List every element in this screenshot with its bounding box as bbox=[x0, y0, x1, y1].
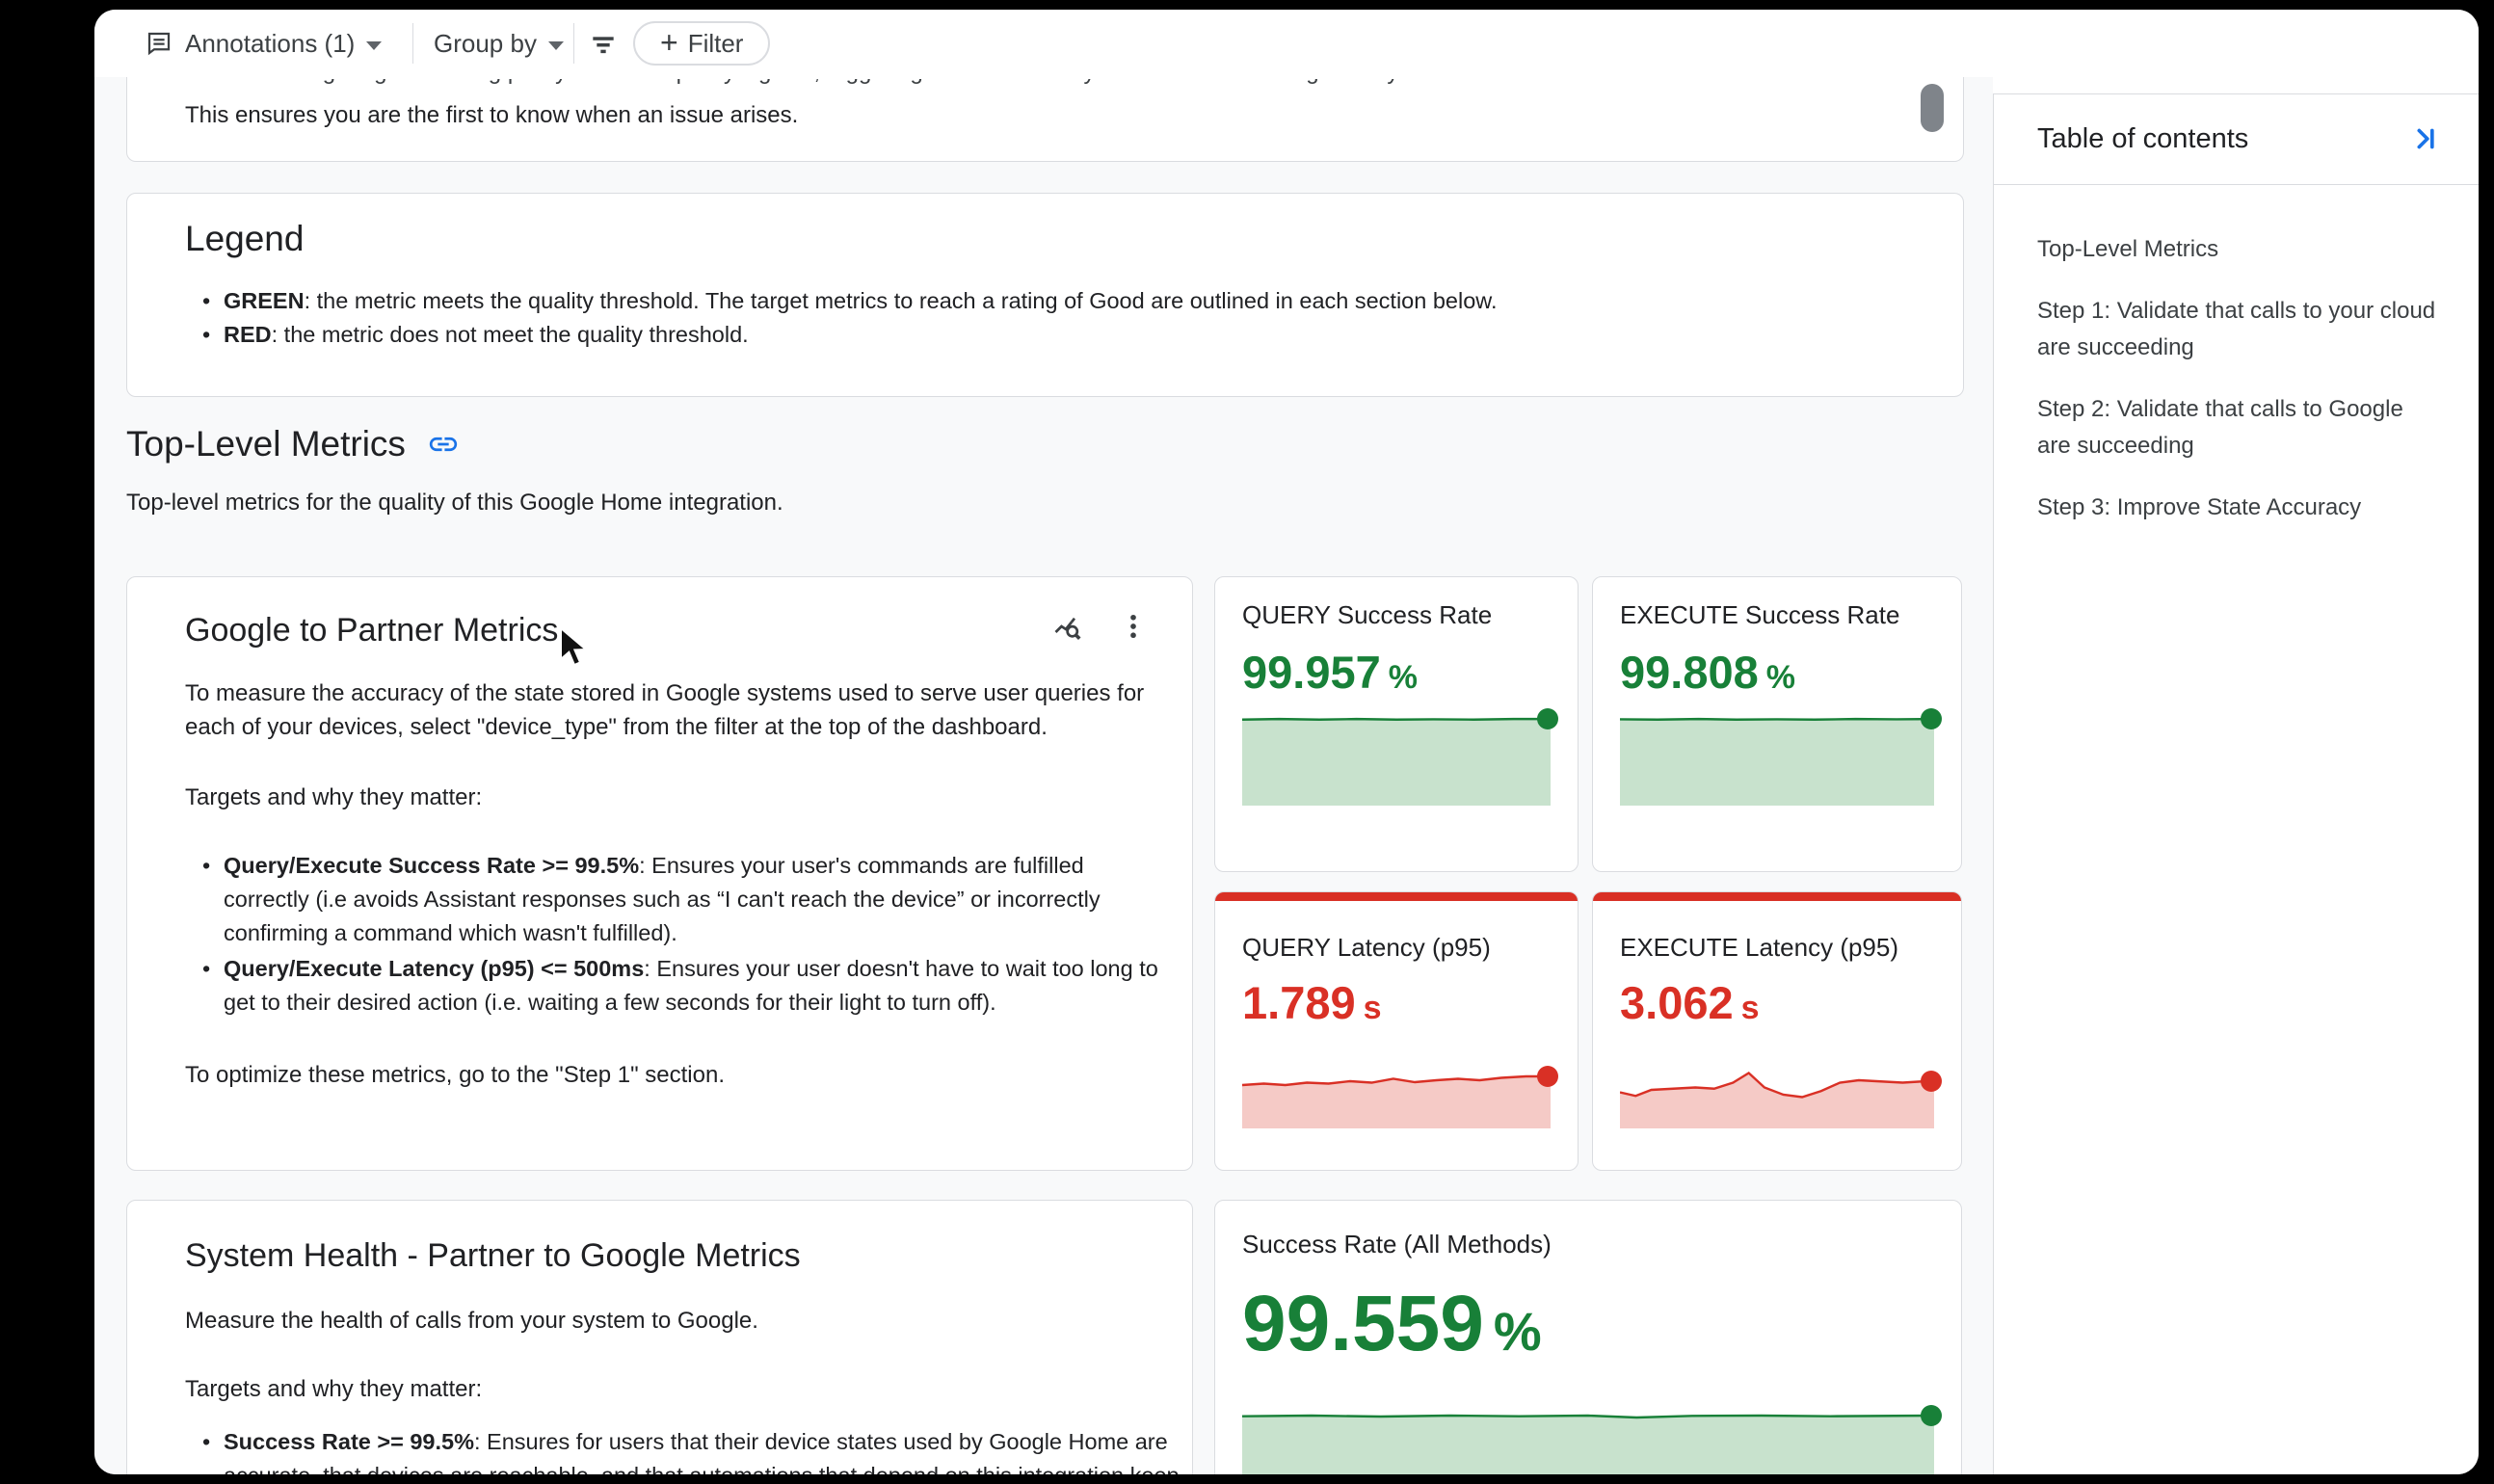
annotation-icon bbox=[145, 29, 173, 58]
sparkline-chart bbox=[1620, 1056, 1942, 1128]
toc-item-step-1[interactable]: Step 1: Validate that calls to your clou… bbox=[2037, 298, 2436, 360]
metric-label: EXECUTE Success Rate bbox=[1620, 600, 1900, 629]
table-of-contents-panel: Table of contents Top-Level Metrics Step… bbox=[1993, 93, 2479, 1474]
toc-title: Table of contents bbox=[2037, 123, 2249, 154]
card-title: System Health - Partner to Google Metric… bbox=[185, 1237, 801, 1274]
card-footer-note: To optimize these metrics, go to the "St… bbox=[185, 1062, 725, 1088]
card-scrollbar-thumb[interactable] bbox=[1921, 84, 1944, 132]
link-icon[interactable] bbox=[427, 428, 460, 461]
section-subtitle: Top-level metrics for the quality of thi… bbox=[126, 490, 783, 516]
legend-title: Legend bbox=[185, 219, 305, 258]
execute-success-rate-card: EXECUTE Success Rate 99.808% bbox=[1592, 576, 1962, 872]
toc-header: Table of contents bbox=[1994, 94, 2479, 185]
toc-item-step-3[interactable]: Step 3: Improve State Accuracy bbox=[2037, 494, 2362, 520]
collapse-panel-icon[interactable] bbox=[2405, 119, 2444, 158]
clipped-text-line: accurate, that devices are reachable, an… bbox=[224, 1459, 1181, 1474]
targets-label: Targets and why they matter: bbox=[185, 784, 483, 810]
chevron-down-icon bbox=[366, 40, 383, 50]
metric-value: 99.559% bbox=[1242, 1280, 1542, 1367]
metric-value: 99.808% bbox=[1620, 647, 1795, 698]
metric-value: 99.957% bbox=[1242, 647, 1418, 698]
sparkline-chart bbox=[1620, 708, 1942, 806]
plus-icon: + bbox=[660, 24, 678, 60]
metric-label: Success Rate (All Methods) bbox=[1242, 1230, 1552, 1259]
toolbar-divider bbox=[573, 23, 574, 64]
toc-item-step-2[interactable]: Step 2: Validate that calls to Google ar… bbox=[2037, 396, 2403, 459]
targets-label: Targets and why they matter: bbox=[185, 1376, 483, 1402]
filter-list-button[interactable] bbox=[588, 10, 619, 77]
metric-label: QUERY Latency (p95) bbox=[1242, 933, 1491, 962]
card-description: Measure the health of calls from your sy… bbox=[185, 1308, 758, 1334]
legend-card: Legend GREEN: the metric meets the quali… bbox=[126, 193, 1964, 397]
success-rate-all-methods-card: Success Rate (All Methods) 99.559% bbox=[1214, 1200, 1962, 1474]
threshold-breach-strip bbox=[1593, 892, 1961, 901]
legend-item-green: GREEN: the metric meets the quality thre… bbox=[199, 284, 1905, 318]
query-latency-card: QUERY Latency (p95) 1.789 s bbox=[1214, 891, 1579, 1171]
execute-latency-card: EXECUTE Latency (p95) 3.062 s bbox=[1592, 891, 1962, 1171]
target-bullet: Query/Execute Success Rate >= 99.5%: Ens… bbox=[199, 849, 1162, 950]
target-bullet: Success Rate >= 99.5%: Ensures for users… bbox=[199, 1425, 1181, 1474]
clipped-text-line: configuring an alerting policy on these … bbox=[274, 79, 1905, 98]
chevron-down-icon bbox=[547, 40, 564, 50]
annotations-button[interactable]: Annotations (1) bbox=[145, 10, 383, 77]
explore-chart-icon[interactable] bbox=[1051, 612, 1086, 647]
toc-item-top-level-metrics[interactable]: Top-Level Metrics bbox=[2037, 236, 2219, 262]
toolbar-divider bbox=[412, 23, 413, 64]
card-description: To measure the accuracy of the state sto… bbox=[185, 680, 1145, 740]
dashboard-scroll-area[interactable]: configuring an alerting policy on these … bbox=[94, 66, 1993, 1474]
add-filter-button[interactable]: + Filter bbox=[633, 21, 771, 66]
kebab-menu-icon[interactable] bbox=[1117, 610, 1150, 643]
card-title: Google to Partner Metrics bbox=[185, 612, 559, 649]
sparkline-chart bbox=[1242, 1405, 1942, 1474]
intro-sentence: This ensures you are the first to know w… bbox=[185, 102, 799, 128]
app-window: Annotations (1) Group by + Filter bbox=[94, 10, 2479, 1474]
metric-label: EXECUTE Latency (p95) bbox=[1620, 933, 1899, 962]
group-by-button[interactable]: Group by bbox=[434, 10, 564, 77]
sparkline-chart bbox=[1242, 1056, 1558, 1128]
annotations-label: Annotations (1) bbox=[185, 28, 356, 58]
legend-item-red: RED: the metric does not meet the qualit… bbox=[199, 318, 1905, 352]
metric-label: QUERY Success Rate bbox=[1242, 600, 1493, 629]
toc-list: Top-Level Metrics Step 1: Validate that … bbox=[1994, 185, 2479, 526]
mouse-cursor bbox=[557, 625, 596, 674]
metric-value: 1.789 s bbox=[1242, 977, 1382, 1028]
dashboard-toolbar: Annotations (1) Group by + Filter bbox=[94, 10, 2479, 77]
intro-text-card: configuring an alerting policy on these … bbox=[126, 66, 1964, 162]
google-to-partner-card: Google to Partner Metrics To measure the… bbox=[126, 576, 1193, 1171]
group-by-label: Group by bbox=[434, 28, 537, 58]
threshold-breach-strip bbox=[1215, 892, 1578, 901]
query-success-rate-card: QUERY Success Rate 99.957% bbox=[1214, 576, 1579, 872]
section-heading: Top-Level Metrics bbox=[126, 424, 460, 464]
sparkline-chart bbox=[1242, 708, 1558, 806]
filter-button-label: Filter bbox=[687, 28, 744, 58]
section-title-text: Top-Level Metrics bbox=[126, 424, 406, 464]
system-health-card: System Health - Partner to Google Metric… bbox=[126, 1200, 1193, 1474]
metric-value: 3.062 s bbox=[1620, 977, 1760, 1028]
filter-list-icon bbox=[588, 28, 619, 59]
target-bullet: Query/Execute Latency (p95) <= 500ms: En… bbox=[199, 952, 1162, 1020]
